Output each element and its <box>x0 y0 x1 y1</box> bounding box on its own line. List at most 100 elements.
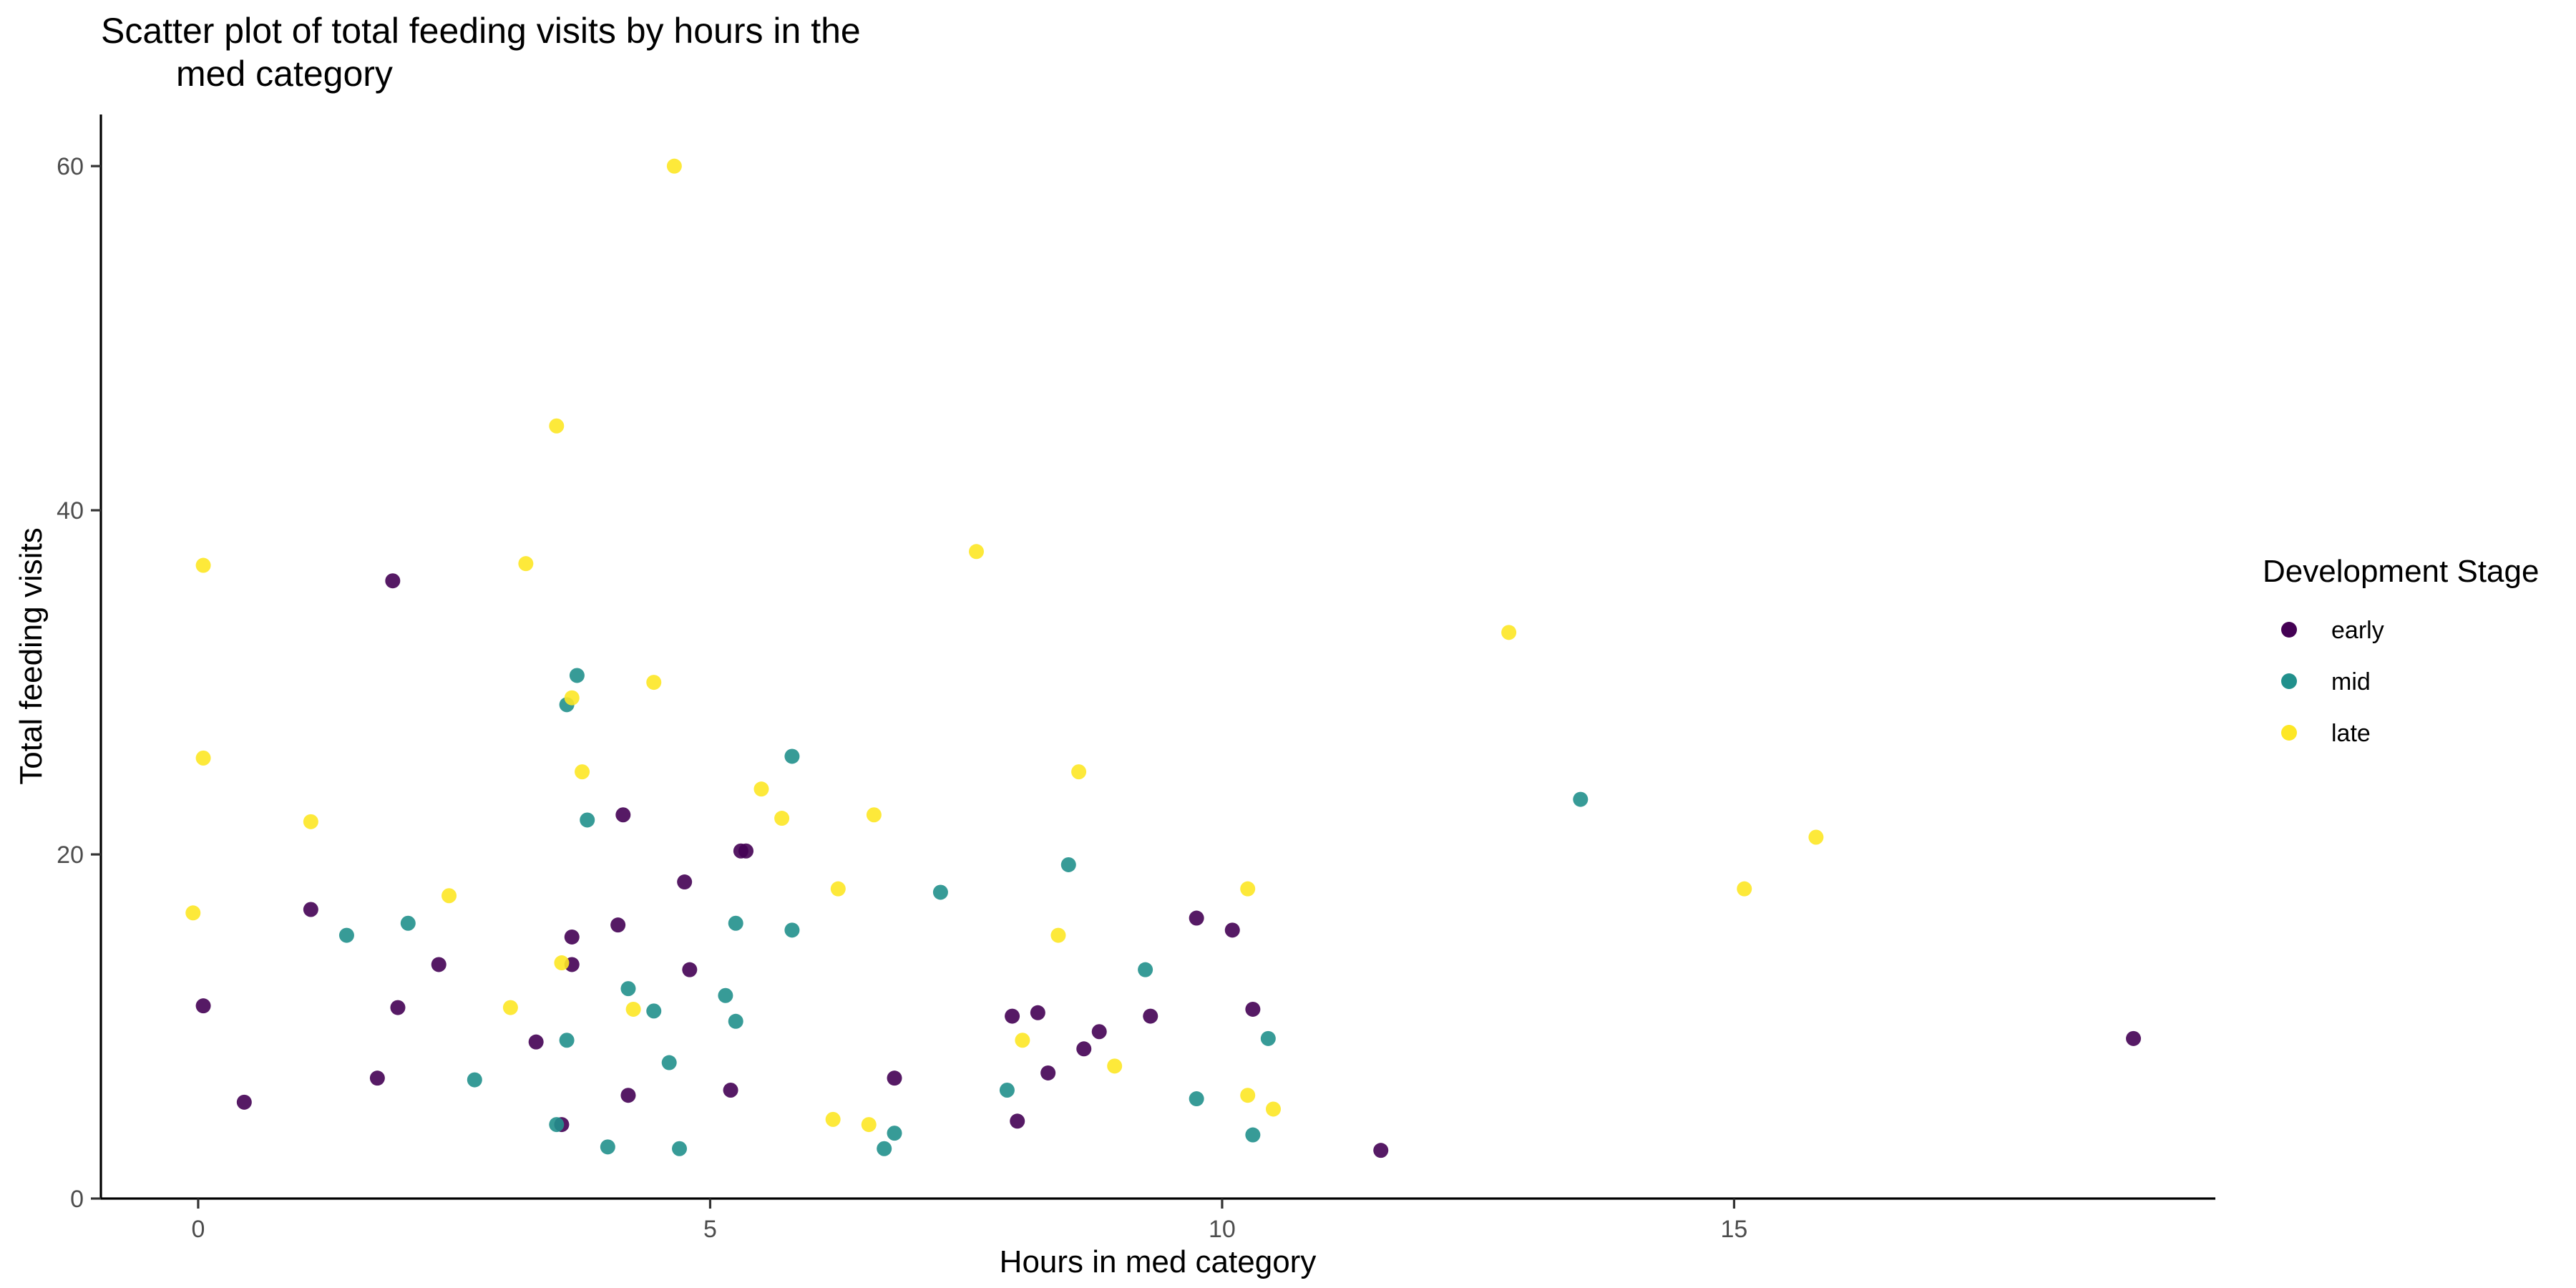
data-point-early <box>1010 1113 1025 1129</box>
data-point-late <box>646 675 662 691</box>
x-tick-label: 5 <box>703 1216 717 1243</box>
data-point-late <box>564 690 580 706</box>
legend-label-late: late <box>2331 720 2371 747</box>
data-point-late <box>575 764 590 780</box>
data-point-mid <box>784 748 800 764</box>
data-point-mid <box>467 1072 482 1088</box>
data-point-mid <box>1060 857 1076 872</box>
data-point-early <box>369 1070 385 1086</box>
data-point-early <box>236 1094 252 1110</box>
data-point-mid <box>338 927 354 943</box>
data-point-mid <box>932 884 948 900</box>
data-point-late <box>1240 881 1256 897</box>
data-point-early <box>528 1034 544 1050</box>
data-point-mid <box>600 1139 615 1155</box>
x-tick-label: 15 <box>1721 1216 1748 1243</box>
data-point-early <box>1245 1001 1261 1017</box>
data-point-mid <box>646 1003 662 1019</box>
data-point-early <box>1040 1065 1056 1080</box>
data-point-late <box>861 1117 877 1133</box>
data-point-late <box>441 888 457 904</box>
data-point-mid <box>718 987 733 1003</box>
data-point-mid <box>1260 1030 1276 1046</box>
data-point-early <box>887 1070 902 1086</box>
data-point-late <box>502 1000 518 1015</box>
legend-items: early mid late <box>2281 617 2384 747</box>
data-point-mid <box>620 981 636 997</box>
data-point-late <box>830 881 846 897</box>
data-point-mid <box>1189 1091 1204 1107</box>
data-point-late <box>303 814 318 829</box>
data-point-late <box>185 905 201 921</box>
data-point-late <box>518 556 534 572</box>
data-point-mid <box>569 668 585 683</box>
data-point-early <box>615 807 631 823</box>
data-point-early <box>1030 1005 1045 1020</box>
data-point-late <box>968 544 984 560</box>
data-point-mid <box>559 1033 575 1048</box>
legend-label-early: early <box>2331 617 2384 644</box>
data-point-late <box>1737 881 1752 897</box>
data-point-late <box>825 1111 841 1127</box>
y-tick-label: 40 <box>57 497 84 525</box>
data-point-late <box>554 955 570 971</box>
legend-key-late <box>2281 725 2297 741</box>
data-point-late <box>1808 829 1824 845</box>
data-point-late <box>625 1001 641 1017</box>
data-point-late <box>1240 1088 1256 1103</box>
data-point-late <box>866 807 882 823</box>
plot-area <box>185 158 2142 1158</box>
data-point-early <box>738 843 754 859</box>
data-point-late <box>1265 1101 1281 1117</box>
data-point-early <box>390 1000 406 1015</box>
data-point-late <box>195 750 211 766</box>
data-point-early <box>610 917 626 933</box>
series-mid <box>338 668 1589 1156</box>
data-point-late <box>1050 927 1066 943</box>
data-point-mid <box>1245 1127 1261 1143</box>
legend-title: Development Stage <box>2263 554 2539 589</box>
data-point-mid <box>728 1013 743 1029</box>
data-point-early <box>385 573 401 589</box>
data-point-mid <box>999 1083 1015 1098</box>
data-point-early <box>1224 922 1240 938</box>
data-point-early <box>303 902 318 917</box>
data-point-early <box>1076 1041 1092 1057</box>
series-late <box>185 158 1824 1133</box>
data-point-mid <box>784 922 800 938</box>
data-point-early <box>1189 910 1204 926</box>
data-point-early <box>564 929 580 945</box>
y-tick-label: 60 <box>57 153 84 180</box>
data-point-mid <box>672 1141 688 1156</box>
data-point-late <box>774 811 790 826</box>
x-axis-title: Hours in med category <box>1000 1244 1317 1279</box>
data-point-late <box>753 781 769 797</box>
y-tick-label: 0 <box>70 1186 84 1213</box>
legend: Development Stage early mid late <box>2263 554 2539 747</box>
x-axis-ticks: 0 5 10 15 <box>191 1199 1747 1243</box>
chart-title-line-2: med category <box>176 54 393 94</box>
data-point-early <box>620 1088 636 1103</box>
data-point-early <box>1143 1008 1158 1024</box>
y-axis-title: Total feeding visits <box>14 527 49 785</box>
data-point-mid <box>580 812 595 828</box>
x-tick-label: 0 <box>191 1216 205 1243</box>
data-point-mid <box>728 915 743 931</box>
x-tick-label: 10 <box>1209 1216 1236 1243</box>
data-point-mid <box>1573 791 1589 807</box>
data-point-late <box>1501 625 1517 640</box>
data-point-mid <box>661 1055 677 1070</box>
data-point-late <box>1107 1058 1123 1074</box>
data-point-early <box>195 998 211 1014</box>
data-point-early <box>1373 1143 1389 1158</box>
y-tick-label: 20 <box>57 841 84 869</box>
data-point-early <box>677 874 693 890</box>
chart-title-line-1: Scatter plot of total feeding visits by … <box>101 11 861 51</box>
data-point-early <box>2126 1030 2142 1046</box>
data-point-late <box>195 557 211 573</box>
data-point-late <box>1015 1033 1030 1048</box>
data-point-late <box>1071 764 1087 780</box>
data-point-mid <box>877 1141 892 1156</box>
legend-key-mid <box>2281 673 2297 689</box>
